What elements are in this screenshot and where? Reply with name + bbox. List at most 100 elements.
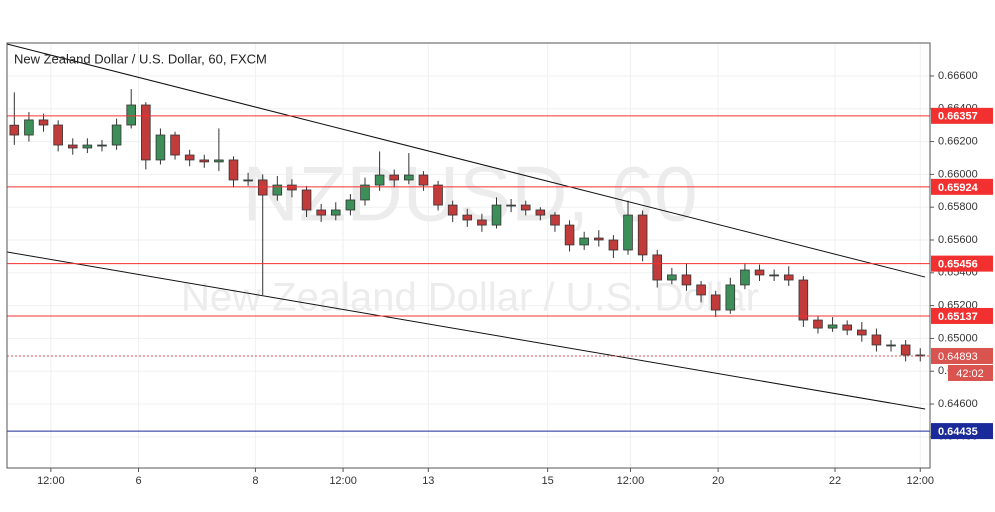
candle-body <box>257 179 268 196</box>
candle-body <box>301 189 312 211</box>
countdown-label: 42:02 <box>956 368 984 380</box>
candle-body <box>798 279 809 321</box>
candle-body <box>243 179 253 182</box>
candle-body <box>506 204 516 207</box>
candle-body <box>126 104 136 126</box>
x-tick-label: 22 <box>829 475 841 487</box>
y-tick-label: 0.64600 <box>938 398 978 410</box>
candle-body <box>141 104 151 161</box>
candle-body <box>433 184 443 206</box>
level-label: 0.65137 <box>938 311 978 323</box>
level-badge <box>931 178 993 195</box>
candle-body <box>67 144 78 149</box>
x-tick-label: 20 <box>712 475 724 487</box>
candle-body <box>97 144 107 147</box>
candle-body <box>857 329 867 336</box>
x-tick-label: 12:00 <box>617 475 645 487</box>
candle-body <box>170 134 180 156</box>
candle-body <box>316 209 326 216</box>
candle-body <box>155 134 166 161</box>
candle-body <box>637 214 648 256</box>
x-tick-label: 12:00 <box>329 475 357 487</box>
candle-body <box>199 159 210 163</box>
candle-body <box>769 274 779 277</box>
level-badge <box>931 107 993 124</box>
candle-body <box>652 254 663 281</box>
candle-body <box>871 334 882 346</box>
candle-body <box>111 124 122 146</box>
candle-body <box>447 204 458 216</box>
candle-body <box>389 174 400 181</box>
candle-body <box>53 124 63 146</box>
x-tick-label: 6 <box>135 475 141 487</box>
candle-body <box>535 209 546 216</box>
level-badge <box>931 255 993 272</box>
candle-body <box>696 284 706 296</box>
plot <box>6 43 930 432</box>
candle-body <box>491 204 502 226</box>
candle-body <box>82 144 93 149</box>
candle-body <box>594 237 604 241</box>
x-tick-label: 12:00 <box>37 475 65 487</box>
level-label: 0.64435 <box>938 426 978 438</box>
candle-body <box>287 184 297 191</box>
candle-body <box>564 224 575 246</box>
candle-body <box>24 119 34 136</box>
candle-body <box>842 324 852 331</box>
candle-body <box>272 184 283 196</box>
candle-body <box>462 214 473 221</box>
watermark: NZDUSD, 60 <box>242 150 697 238</box>
candle-body <box>623 214 633 251</box>
level-label: 0.66357 <box>938 111 978 123</box>
watermark-subtitle: New Zealand Dollar / U.S. Dollar <box>181 276 759 320</box>
current-price-label: 0.64893 <box>938 351 978 363</box>
level-label: 0.65924 <box>938 182 979 194</box>
level-badge <box>931 307 993 324</box>
y-tick-label: 0.66200 <box>938 135 978 147</box>
candle-body <box>477 219 487 226</box>
candle-body <box>330 209 341 216</box>
candle-body <box>184 154 195 161</box>
candle-body <box>579 237 589 246</box>
candle-body <box>740 269 750 286</box>
candle-body <box>520 204 531 211</box>
candle-body <box>813 319 823 329</box>
candle-body <box>710 294 721 311</box>
candle-body <box>900 344 911 356</box>
candle-body <box>550 214 560 226</box>
y-tick-label: 0.66600 <box>938 70 978 82</box>
candle-body <box>608 239 619 251</box>
chart-title: New Zealand Dollar / U.S. Dollar, 60, FX… <box>14 51 267 66</box>
candle-body <box>374 174 385 186</box>
x-tick-label: 13 <box>422 475 434 487</box>
current-price-badge <box>931 347 993 364</box>
candle-body <box>214 159 224 163</box>
y-tick-label: 0.65600 <box>938 234 978 246</box>
countdown-badge <box>948 364 993 381</box>
candle-body <box>418 174 429 186</box>
candle-body <box>783 274 794 281</box>
trend-line <box>6 251 926 410</box>
axes: 0.666000.664000.662000.660000.658000.656… <box>37 70 993 487</box>
y-tick-label: 0.65800 <box>938 201 978 213</box>
trend-line <box>6 43 926 278</box>
candle-body <box>667 274 677 281</box>
y-tick-label: 0.65000 <box>938 332 978 344</box>
candle-body <box>228 159 239 181</box>
candle-body <box>9 124 20 136</box>
x-tick-label: 8 <box>252 475 258 487</box>
candle-body <box>754 269 765 276</box>
candle-body <box>681 274 692 286</box>
candle-body <box>404 174 414 181</box>
candle-body <box>360 184 370 201</box>
x-tick-label: 15 <box>542 475 554 487</box>
candle-body <box>38 119 49 126</box>
candle-body <box>345 199 356 211</box>
level-label: 0.65456 <box>938 259 978 271</box>
candle-body <box>886 344 896 347</box>
candle-body <box>725 284 736 311</box>
x-tick-label: 12:00 <box>906 475 934 487</box>
candle-body <box>827 324 838 329</box>
level-badge <box>931 423 993 440</box>
